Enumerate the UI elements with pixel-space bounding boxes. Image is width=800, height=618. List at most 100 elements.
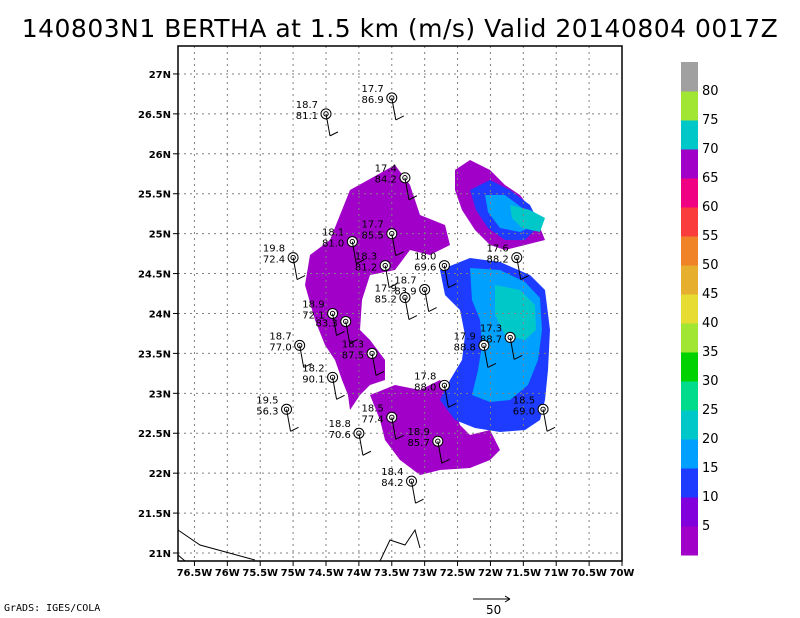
colorbar-swatch	[681, 294, 698, 324]
wind-barb	[411, 481, 417, 504]
station-temperature: 18.4	[381, 467, 403, 478]
station-temperature: 17.8	[414, 371, 436, 382]
colorbar-swatch	[681, 120, 698, 150]
station-marker: 18.484.2	[381, 467, 424, 504]
station-marker: 18.569.0	[513, 395, 556, 432]
lat-tick-label: 22N	[149, 469, 171, 480]
colorbar-label: 40	[702, 316, 719, 331]
wind-barb	[404, 177, 410, 200]
wind-barb	[384, 265, 390, 288]
longitude-axis: 76.5W 76W 75.5W 75W 74.5W 74W 73.5W 73W 72.5W 72W…	[177, 561, 634, 579]
station-temperature: 17.9	[375, 284, 397, 295]
station-marker: 18.290.1	[302, 363, 345, 400]
colorbar-swatch	[681, 149, 698, 179]
station-temperature: 17.7	[362, 84, 384, 95]
station-humidity: 86.9	[362, 95, 384, 106]
wind-barb-flag	[349, 339, 358, 344]
wind-barb-flag	[408, 315, 418, 320]
station-humidity: 83.3	[315, 318, 337, 329]
station-temperature: 18.3	[342, 339, 364, 350]
wind-barb-flag	[356, 259, 365, 265]
swath-purple-south	[370, 380, 500, 475]
station-humidity: 81.0	[322, 239, 344, 250]
station-humidity: 88.0	[414, 382, 436, 393]
station-marker: 19.556.3	[256, 395, 299, 432]
wind-barb	[292, 257, 298, 280]
latitude-axis: 21N 21.5N 22N 22.5N 23N 23.5N 24N 24.5N 25N 25.5N…	[138, 70, 178, 560]
station-temperature: 18.0	[414, 252, 436, 263]
lat-tick-label: 22.5N	[138, 429, 171, 440]
station-humidity: 69.6	[414, 263, 436, 274]
station-temperature: 17.7	[362, 220, 384, 231]
colorbar-swatch	[681, 381, 698, 411]
station-humidity: 87.5	[342, 350, 364, 361]
lat-tick-label: 21N	[149, 549, 171, 560]
station-humidity: 90.1	[302, 374, 324, 385]
station-marker: 18.870.6	[329, 419, 372, 456]
swath-cyan-core	[495, 285, 536, 340]
lon-tick-label: 71.5W	[505, 568, 541, 579]
colorbar-swatch	[681, 236, 698, 266]
station-humidity: 81.1	[296, 111, 318, 122]
lon-tick-label: 73W	[412, 568, 437, 579]
wind-barb-flag	[290, 426, 299, 432]
colorbar-swatch	[681, 207, 698, 237]
wind-barb-flag	[395, 251, 405, 257]
station-marker: 18.387.5	[342, 339, 385, 376]
colorbar-label: 70	[702, 142, 719, 157]
station-humidity: 85.5	[362, 231, 384, 242]
reference-vector-arrow	[473, 595, 511, 603]
wind-barb	[443, 385, 449, 408]
wind-barb-flag	[336, 394, 345, 400]
coastline	[177, 528, 421, 562]
wind-barb-flag	[375, 370, 385, 376]
station-marker: 18.972.1	[302, 299, 345, 336]
station-temperature: 18.8	[329, 419, 351, 430]
wind-barb-flag	[415, 498, 424, 504]
station-humidity: 69.0	[513, 406, 535, 417]
wind-barb	[437, 441, 443, 464]
colorbar-swatch	[681, 91, 698, 121]
wind-barb	[371, 353, 377, 376]
wind-barb-flag	[336, 331, 345, 336]
station-temperature: 18.5	[513, 395, 535, 406]
wind-barb-flag	[329, 131, 339, 137]
wind-barb-flag	[513, 354, 523, 360]
wind-barb-flag	[395, 434, 405, 440]
lat-tick-label: 24N	[149, 309, 171, 320]
station-humidity: 77.4	[362, 414, 384, 425]
station-humidity: 84.2	[375, 175, 397, 186]
station-marker: 18.783.9	[394, 276, 437, 312]
lon-tick-label: 73.5W	[374, 568, 410, 579]
wind-barb	[325, 113, 331, 136]
wind-barb	[542, 409, 548, 432]
colorbar-label: 75	[702, 113, 719, 128]
colorbar-swatch	[681, 352, 698, 382]
lon-tick-label: 71W	[544, 568, 569, 579]
station-temperature: 18.3	[355, 252, 377, 263]
lon-tick-label: 75.5W	[242, 568, 278, 579]
lat-tick-label: 27N	[149, 70, 171, 81]
lat-tick-label: 24.5N	[138, 270, 171, 281]
colorbar-swatch	[681, 468, 698, 498]
station-humidity: 88.2	[486, 255, 508, 266]
station-humidity: 70.6	[329, 430, 351, 441]
station-marker: 18.781.1	[296, 100, 339, 137]
station-temperature: 18.1	[322, 228, 344, 239]
lat-tick-label: 25.5N	[138, 190, 171, 201]
station-temperature: 19.8	[263, 244, 285, 255]
wind-speed-swath	[305, 160, 550, 475]
swath-purple-west	[305, 165, 450, 410]
colorbar-label: 80	[702, 84, 719, 99]
colorbar-swatch	[681, 62, 698, 92]
station-humidity: 88.7	[480, 334, 502, 345]
wind-barb	[404, 297, 410, 320]
colorbar-swatch	[681, 526, 698, 556]
station-circle	[504, 331, 516, 343]
wind-barb-flag	[448, 283, 457, 289]
lat-tick-label: 26N	[149, 150, 171, 161]
wind-barb	[391, 417, 397, 440]
colorbar-label: 30	[702, 374, 719, 389]
station-temperature: 17.9	[454, 331, 476, 342]
colorbar-swatch	[681, 410, 698, 440]
